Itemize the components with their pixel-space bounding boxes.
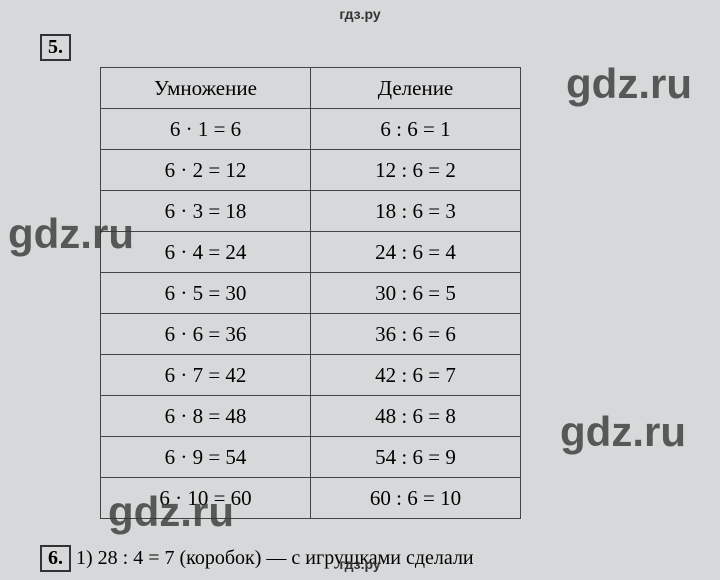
multiplication-division-table: Умножение Деление 6 · 1 = 66 : 6 = 1 6 ·…: [100, 67, 720, 519]
mult-cell: 6 · 4 = 24: [101, 232, 311, 273]
div-cell: 36 : 6 = 6: [311, 314, 521, 355]
div-cell: 18 : 6 = 3: [311, 191, 521, 232]
table-header-mult: Умножение: [101, 68, 311, 109]
mult-cell: 6 · 5 = 30: [101, 273, 311, 314]
table-row: 6 · 4 = 2424 : 6 = 4: [101, 232, 521, 273]
div-cell: 54 : 6 = 9: [311, 437, 521, 478]
div-cell: 24 : 6 = 4: [311, 232, 521, 273]
div-cell: 30 : 6 = 5: [311, 273, 521, 314]
mult-cell: 6 · 9 = 54: [101, 437, 311, 478]
problem-number-5: 5.: [40, 34, 71, 61]
site-footer: гдз.ру: [0, 556, 720, 572]
mult-cell: 6 · 7 = 42: [101, 355, 311, 396]
table-row: 6 · 1 = 66 : 6 = 1: [101, 109, 521, 150]
div-cell: 42 : 6 = 7: [311, 355, 521, 396]
div-cell: 60 : 6 = 10: [311, 478, 521, 519]
mult-cell: 6 · 3 = 18: [101, 191, 311, 232]
table-row: 6 · 10 = 6060 : 6 = 10: [101, 478, 521, 519]
table-row: 6 · 7 = 4242 : 6 = 7: [101, 355, 521, 396]
mult-cell: 6 · 6 = 36: [101, 314, 311, 355]
table-row: 6 · 8 = 4848 : 6 = 8: [101, 396, 521, 437]
table-row: 6 · 5 = 3030 : 6 = 5: [101, 273, 521, 314]
table-row: 6 · 3 = 1818 : 6 = 3: [101, 191, 521, 232]
table-row: 6 · 6 = 3636 : 6 = 6: [101, 314, 521, 355]
table-row: 6 · 2 = 1212 : 6 = 2: [101, 150, 521, 191]
site-header: гдз.ру: [0, 0, 720, 22]
table-header-div: Деление: [311, 68, 521, 109]
div-cell: 6 : 6 = 1: [311, 109, 521, 150]
mult-cell: 6 · 2 = 12: [101, 150, 311, 191]
div-cell: 48 : 6 = 8: [311, 396, 521, 437]
div-cell: 12 : 6 = 2: [311, 150, 521, 191]
table-row: 6 · 9 = 5454 : 6 = 9: [101, 437, 521, 478]
mult-cell: 6 · 1 = 6: [101, 109, 311, 150]
mult-cell: 6 · 10 = 60: [101, 478, 311, 519]
mult-cell: 6 · 8 = 48: [101, 396, 311, 437]
